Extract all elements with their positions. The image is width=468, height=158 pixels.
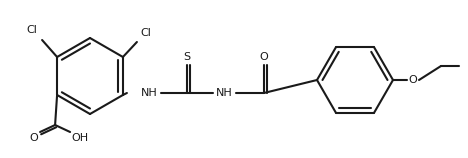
Text: O: O (409, 75, 417, 85)
Text: NH: NH (140, 88, 157, 98)
Text: O: O (260, 52, 268, 62)
Text: OH: OH (72, 133, 88, 143)
Text: NH: NH (216, 88, 232, 98)
Text: O: O (29, 133, 38, 143)
Text: Cl: Cl (27, 25, 37, 35)
Text: Cl: Cl (140, 28, 151, 38)
Text: S: S (183, 52, 190, 62)
